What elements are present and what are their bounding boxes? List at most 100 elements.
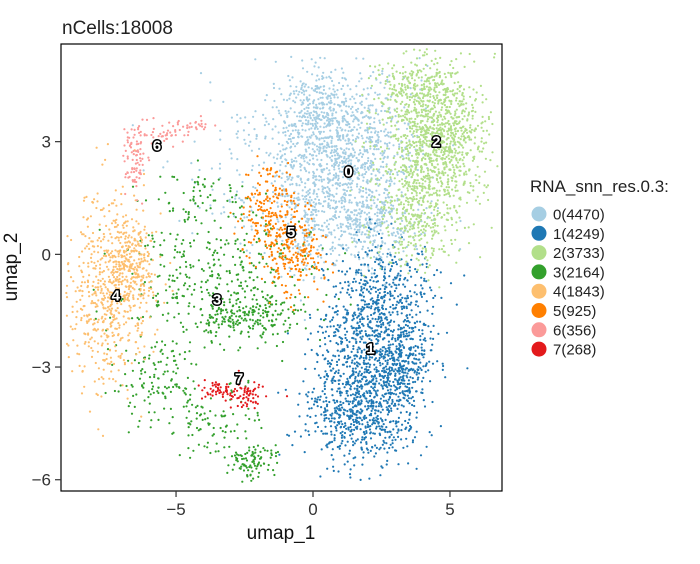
cell-point-c0 bbox=[331, 112, 334, 115]
cell-point-c2 bbox=[452, 140, 455, 143]
cell-point-c2 bbox=[416, 268, 419, 271]
cell-point-c1 bbox=[343, 454, 346, 457]
cell-point-c1 bbox=[333, 434, 336, 437]
cell-point-c1 bbox=[308, 313, 311, 316]
cell-point-c1 bbox=[351, 382, 354, 385]
cell-point-c1 bbox=[380, 259, 383, 262]
cell-point-c1 bbox=[369, 431, 372, 434]
cell-point-c2 bbox=[400, 146, 403, 149]
cell-point-c1 bbox=[406, 382, 409, 386]
cell-point-c1 bbox=[427, 369, 430, 372]
cell-point-c0 bbox=[360, 212, 363, 215]
cell-point-c1 bbox=[411, 403, 414, 407]
cell-point-c0 bbox=[364, 233, 367, 236]
cell-point-c1 bbox=[395, 287, 398, 290]
cell-point-c1 bbox=[396, 379, 399, 382]
cell-point-c1 bbox=[317, 330, 320, 333]
cell-point-c0 bbox=[357, 153, 360, 156]
cell-point-c2 bbox=[413, 135, 416, 138]
cell-point-c2 bbox=[413, 198, 416, 201]
cell-point-c0 bbox=[278, 112, 281, 115]
cell-point-c0 bbox=[333, 96, 336, 99]
cell-point-c0 bbox=[318, 138, 321, 141]
cell-point-c0 bbox=[303, 209, 306, 212]
cell-point-c1 bbox=[351, 336, 354, 340]
cell-point-c1 bbox=[416, 252, 419, 255]
cell-point-c0 bbox=[367, 93, 370, 96]
cell-point-c1 bbox=[408, 368, 411, 371]
cell-point-c2 bbox=[423, 141, 426, 144]
cell-point-c0 bbox=[264, 117, 267, 120]
cell-point-c1 bbox=[360, 384, 363, 387]
cell-point-c1 bbox=[332, 465, 335, 468]
cell-point-c2 bbox=[423, 87, 426, 91]
cell-point-c2 bbox=[444, 76, 447, 79]
cell-point-c2 bbox=[419, 92, 422, 95]
cell-point-c1 bbox=[368, 321, 371, 324]
cell-point-c2 bbox=[404, 88, 407, 91]
cell-point-c1 bbox=[396, 338, 399, 341]
cell-point-c1 bbox=[429, 349, 432, 352]
cell-point-c0 bbox=[236, 136, 239, 139]
cell-point-c0 bbox=[366, 128, 369, 131]
cell-point-c1 bbox=[400, 351, 403, 354]
cell-point-c2 bbox=[381, 102, 384, 105]
cell-point-c1 bbox=[335, 293, 338, 296]
cell-point-c0 bbox=[281, 172, 284, 175]
cell-point-c2 bbox=[385, 165, 388, 168]
cell-point-c0 bbox=[284, 134, 287, 137]
cell-point-c1 bbox=[352, 371, 355, 374]
cell-point-c0 bbox=[338, 134, 341, 138]
cell-point-c2 bbox=[404, 103, 407, 106]
cell-point-c0 bbox=[131, 124, 134, 127]
cell-point-c1 bbox=[391, 343, 395, 346]
cell-point-c0 bbox=[311, 73, 314, 76]
cell-point-c1 bbox=[432, 324, 435, 327]
cell-point-c0 bbox=[274, 125, 277, 128]
cell-point-c0 bbox=[342, 103, 346, 106]
cell-point-c0 bbox=[337, 178, 340, 182]
cell-point-c2 bbox=[414, 190, 417, 193]
cell-point-c2 bbox=[424, 74, 427, 77]
cell-point-c0 bbox=[334, 201, 337, 204]
cell-point-c0 bbox=[294, 101, 297, 104]
cell-point-c0 bbox=[228, 198, 231, 201]
cell-point-c1 bbox=[368, 365, 371, 369]
cell-point-c2 bbox=[424, 138, 427, 141]
cell-point-c1 bbox=[375, 303, 378, 306]
cell-point-c2 bbox=[414, 125, 417, 128]
cell-point-c0 bbox=[329, 207, 332, 210]
cell-point-c0 bbox=[283, 153, 286, 156]
cell-point-c2 bbox=[438, 248, 441, 251]
cell-point-c1 bbox=[403, 278, 406, 281]
cell-point-c0 bbox=[354, 115, 357, 118]
cell-point-c2 bbox=[476, 124, 480, 127]
cell-point-c1 bbox=[410, 353, 413, 356]
cell-point-c0 bbox=[374, 157, 377, 160]
cell-point-c1 bbox=[352, 423, 356, 427]
cell-point-c2 bbox=[404, 113, 407, 116]
cell-point-c2 bbox=[435, 127, 438, 130]
cell-point-c0 bbox=[321, 171, 324, 174]
cell-point-c0 bbox=[315, 192, 318, 196]
cell-point-c1 bbox=[397, 353, 400, 356]
cell-point-c0 bbox=[353, 254, 356, 257]
cell-point-c0 bbox=[365, 149, 369, 152]
cell-point-c1 bbox=[427, 325, 430, 328]
cell-point-c0 bbox=[378, 254, 381, 257]
cell-point-c1 bbox=[418, 352, 421, 355]
cell-point-c0 bbox=[306, 110, 309, 113]
cell-point-c1 bbox=[379, 350, 382, 354]
cell-point-c2 bbox=[379, 146, 382, 149]
cell-point-c0 bbox=[307, 228, 310, 231]
cell-point-c2 bbox=[413, 106, 416, 109]
cell-point-c0 bbox=[343, 149, 346, 152]
cell-point-c1 bbox=[384, 418, 387, 421]
cell-point-c0 bbox=[343, 157, 346, 160]
cell-point-c1 bbox=[345, 400, 348, 403]
cell-point-c0 bbox=[323, 168, 326, 171]
cell-point-c0 bbox=[359, 215, 362, 218]
cell-point-c1 bbox=[386, 402, 389, 405]
cell-point-c1 bbox=[375, 280, 378, 283]
cell-point-c2 bbox=[407, 76, 410, 79]
